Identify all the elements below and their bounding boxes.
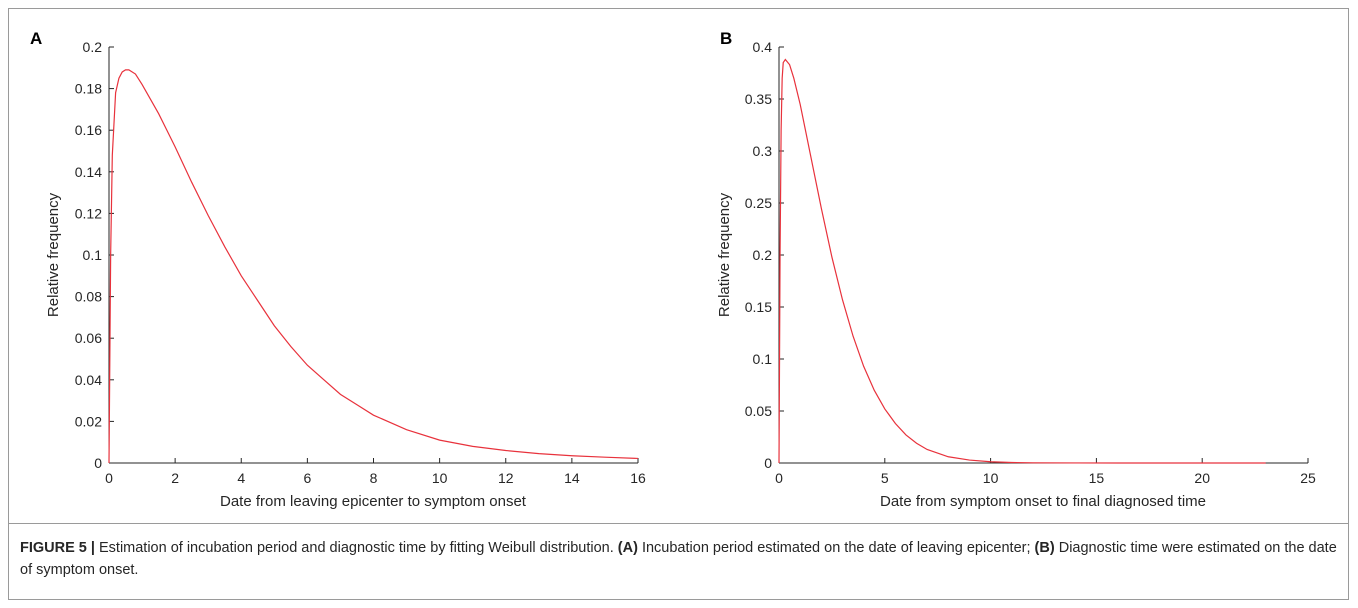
x-tick-label: 10 (432, 470, 448, 486)
x-tick-label: 2 (171, 470, 179, 486)
y-tick-label: 0.04 (75, 372, 102, 388)
y-tick-label: 0.4 (753, 39, 773, 55)
caption-text-3: Diagnostic time were estimated on the da… (20, 540, 1337, 578)
y-tick-label: 0 (94, 455, 102, 471)
y-tick-label: 0.1 (83, 247, 103, 263)
caption-ref-b: (B) (1034, 540, 1055, 556)
x-tick-label: 15 (1089, 470, 1105, 486)
panel-a-series-line (108, 69, 639, 464)
y-tick-label: 0.1 (753, 351, 773, 367)
caption-ref-a: (A) (617, 540, 638, 556)
panel-a-x-ticks: 0 2 4 6 8 10 12 14 16 (105, 458, 646, 486)
x-tick-label: 14 (564, 470, 580, 486)
figure-charts: A 0 2 4 6 8 10 12 14 16 00.020.040.060.080.10.12… (30, 29, 1316, 510)
caption-text-1: Estimation of incubation period and diag… (94, 540, 618, 556)
y-tick-label: 0.08 (75, 289, 102, 305)
x-tick-label: 6 (303, 470, 311, 486)
panel-a-y-ticks: 0 0.02 0.04 0.06 0.08 0.1 0.12 0.14 0.16 0.18 0.2 (75, 39, 114, 471)
y-tick-label: 0.12 (75, 205, 102, 221)
panel-a-x-axis-label: Date from leaving epicenter to symptom o… (220, 493, 527, 510)
panel-b-x-ticks: 0 5 10 15 20 25 (775, 458, 1316, 486)
x-tick-label: 4 (237, 470, 245, 486)
x-tick-label: 5 (881, 470, 889, 486)
y-tick-label: 0.35 (745, 91, 772, 107)
y-tick-label: 0.25 (745, 195, 772, 211)
panel-b-series-line (778, 58, 1266, 464)
panel-a: A 0 2 4 6 8 10 12 14 16 0 0.02 0.04 0.06 0.08 0.1 0.12… (30, 29, 646, 510)
y-tick-label: 0.2 (753, 247, 773, 263)
y-tick-label: 0.15 (745, 299, 772, 315)
caption-label: FIGURE 5 | (20, 540, 95, 556)
y-tick-label: 0.14 (75, 164, 102, 180)
x-tick-label: 25 (1300, 470, 1316, 486)
figure-frame (8, 8, 1349, 600)
y-tick-label: 0.02 (75, 413, 102, 429)
panel-b-x-axis-label: Date from symptom onset to final diagnos… (880, 493, 1206, 510)
x-tick-label: 20 (1194, 470, 1210, 486)
panel-a-axes (108, 47, 638, 464)
y-tick-label: 0.06 (75, 330, 102, 346)
y-tick-label: 0.18 (75, 81, 102, 97)
x-tick-label: 16 (630, 470, 646, 486)
x-tick-label: 10 (983, 470, 999, 486)
panel-a-y-axis-label: Relative frequency (45, 192, 62, 317)
x-tick-label: 0 (105, 470, 113, 486)
panel-b-y-ticks: 0 0.05 0.1 0.15 0.2 0.25 0.3 0.35 0.4 (745, 39, 784, 471)
y-tick-label: 0.16 (75, 122, 102, 138)
panel-b: B 0 5 10 15 20 25 00.050.10.150.20.250.30.350… (716, 29, 1316, 510)
x-tick-label: 0 (775, 470, 783, 486)
y-tick-label: 0.2 (83, 39, 103, 55)
panel-b-axes (778, 47, 1308, 464)
y-tick-label: 0.3 (753, 143, 773, 159)
figure-caption: FIGURE 5 | Estimation of incubation peri… (20, 537, 1340, 581)
caption-divider (8, 523, 1349, 524)
y-tick-label: 0 (764, 455, 772, 471)
panel-a-letter: A (30, 29, 42, 48)
x-tick-label: 8 (370, 470, 378, 486)
x-tick-label: 12 (498, 470, 514, 486)
caption-text-2: Incubation period estimated on the date … (637, 540, 1035, 556)
panel-b-letter: B (720, 29, 732, 48)
y-tick-label: 0.05 (745, 403, 772, 419)
panel-b-y-axis-label: Relative frequency (716, 192, 733, 317)
